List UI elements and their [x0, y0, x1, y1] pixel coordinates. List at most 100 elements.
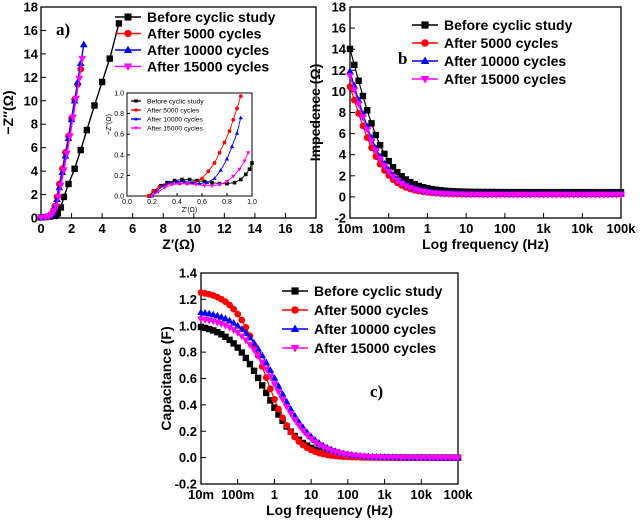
- inset-data-point: [209, 184, 215, 188]
- panel-a-data-point: [52, 203, 61, 211]
- inset-data-point: [247, 167, 252, 172]
- panel-b-data-point: [359, 114, 367, 122]
- panel-b-ytick-label: -2: [334, 211, 346, 226]
- inset-data-point: [204, 180, 210, 185]
- panel-b-label: b: [398, 49, 407, 68]
- inset-legend-marker: [134, 126, 138, 130]
- panel-a-data-point: [63, 150, 71, 158]
- panel-b-data-point: [384, 169, 393, 176]
- inset-data-point: [180, 177, 184, 182]
- inset-data-point: [165, 180, 169, 185]
- panel-a-ytick-label: 10: [24, 93, 38, 108]
- inset-ytick-label: 0.0: [114, 194, 124, 201]
- inset-legend-marker: [134, 99, 138, 103]
- panel-b-legend-marker: [421, 21, 429, 29]
- panel-c-data-point: [286, 410, 295, 418]
- panel-c-ylabel: Capacitance (F): [158, 326, 174, 430]
- panel-c-data-point: [299, 427, 307, 435]
- panel-a-ytick-label: 12: [24, 70, 38, 85]
- panel-b-ytick-label: 16: [332, 21, 346, 36]
- panel-a-data-point: [73, 78, 82, 85]
- panel-a-data-point: [69, 114, 77, 122]
- panel-b-data-point: [346, 73, 354, 80]
- panel-b-data-point: [617, 192, 625, 199]
- panel-a-data-point: [57, 204, 65, 211]
- panel-a-data-point: [65, 180, 72, 188]
- inset-data-point: [206, 169, 211, 174]
- panel-b-data-point: [350, 87, 359, 94]
- inset-ytick-label: 0.4: [114, 152, 124, 159]
- panel-a-data-point: [54, 210, 62, 217]
- panel-b-data-point: [376, 156, 384, 163]
- panel-c-data-point: [270, 374, 279, 381]
- panel-a-data-point: [75, 75, 84, 83]
- panel-b-data-point: [355, 77, 362, 84]
- panel-b-data-point: [346, 45, 354, 53]
- panel-b-data-point: [350, 81, 359, 89]
- panel-b-xtick-label: 100: [494, 221, 516, 236]
- inset-legend-marker: [134, 117, 138, 121]
- panel-a-xtick-label: 18: [309, 221, 323, 236]
- panel-c-data-point: [283, 422, 291, 429]
- panel-c-data-point: [221, 314, 230, 322]
- panel-c-xtick-label: 100: [337, 487, 359, 502]
- panel-c-data-point: [254, 353, 262, 360]
- panel-c-xtick-label: 10k: [410, 487, 432, 502]
- panel-b-data-point: [389, 163, 397, 171]
- panel-c-data-point: [225, 324, 234, 332]
- panel-b-ytick-label: 12: [332, 63, 346, 78]
- inset-data-point: [231, 174, 236, 179]
- panel-b-legend-label: After 5000 cycles: [444, 35, 559, 51]
- panel-c-data-point: [266, 366, 275, 373]
- inset-data-point: [193, 183, 198, 187]
- panel-a-xtick-label: 10: [187, 221, 201, 236]
- panel-a-data-point: [64, 134, 73, 142]
- panel-a-ytick-label: 2: [31, 187, 38, 202]
- panel-a-xtick-label: 6: [129, 221, 136, 236]
- panel-b-xtick-label: 100k: [607, 221, 637, 236]
- panel-c-data-point: [217, 313, 226, 320]
- panel-a-data-point: [71, 165, 78, 172]
- inset-data-point: [162, 186, 167, 191]
- panel-a-xtick-label: 4: [98, 221, 106, 236]
- panel-a-legend-marker: [124, 13, 132, 21]
- panel-c-data-point: [262, 358, 271, 366]
- panel-b-ytick-label: 18: [332, 0, 346, 15]
- panel-a-data-point: [83, 126, 91, 134]
- panel-c-data-point: [270, 381, 279, 389]
- inset-data-point: [224, 156, 230, 161]
- panel-a-xtick-label: 12: [217, 221, 231, 236]
- panel-b-data-point: [363, 126, 372, 134]
- panel-c-data-point: [214, 328, 221, 336]
- panel-c-ytick-label: 0.8: [179, 345, 197, 360]
- panel-a-legend-marker: [123, 45, 133, 53]
- inset-xtick-label: 0.0: [122, 199, 132, 206]
- panel-a-ytick-label: 16: [24, 23, 38, 38]
- panel-c-legend-label: Before cyclic study: [314, 283, 443, 299]
- panel-a-plot-frame: [40, 6, 317, 219]
- panel-c-data-point: [238, 349, 245, 356]
- inset-data-point: [172, 178, 177, 183]
- inset-data-point: [237, 167, 242, 172]
- panel-b-data-point: [364, 107, 371, 114]
- panel-c-data-point: [266, 373, 275, 381]
- inset-data-point: [227, 129, 232, 133]
- inset-data-point: [202, 184, 207, 188]
- panel-b-xtick-label: 1: [424, 221, 431, 236]
- inset-data-point: [242, 159, 247, 164]
- panel-b-data-point: [394, 168, 401, 176]
- panel-c-xlabel: Log frequency (Hz): [266, 502, 393, 518]
- panel-c-legend-marker: [290, 344, 300, 353]
- panel-c-data-point: [242, 337, 250, 345]
- panel-b-legend-label: Before cyclic study: [444, 17, 573, 33]
- panel-c-xtick-label: 100k: [444, 487, 474, 502]
- panel-a-data-point: [53, 195, 61, 202]
- panel-c-ytick-label: 1.4: [179, 266, 198, 281]
- panel-c-data-point: [287, 428, 295, 436]
- panel-a-ytick-label: 8: [31, 117, 38, 132]
- panel-c-data-point: [275, 411, 282, 418]
- panel-b-data-point: [402, 176, 410, 183]
- panel-c-data-point: [201, 324, 209, 332]
- panel-a-legend-label: After 15000 cycles: [147, 59, 269, 75]
